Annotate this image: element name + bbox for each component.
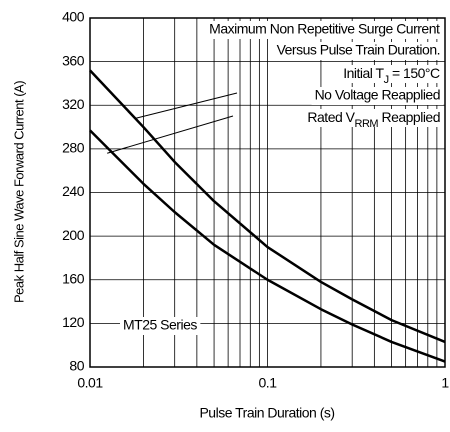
y-tick-label: 320 [62, 96, 85, 112]
y-tick-label: 120 [62, 314, 85, 330]
annotation-subscript: RRM [355, 118, 379, 130]
annotation: Rated VRRM Reapplied [307, 109, 440, 130]
y-tick-label: 360 [62, 52, 85, 68]
plot-frame [89, 17, 446, 368]
x-tick-label: 0.1 [259, 375, 278, 391]
annotation: Versus Pulse Train Duration. [277, 42, 440, 58]
x-tick-label: 0.01 [77, 375, 103, 391]
annotation: Initial TJ = 150°C [343, 65, 440, 86]
annotation: No Voltage Reapplied [315, 87, 440, 103]
annotation-background [273, 42, 443, 60]
annotation-part: Initial T [343, 65, 384, 81]
y-tick-label: 200 [62, 227, 85, 243]
annotation: Maximum Non Repetitive Surge Current [209, 21, 440, 37]
y-tick-label: 80 [69, 358, 84, 374]
annotation-part: = 150°C [389, 65, 440, 81]
y-tick-label: 280 [62, 140, 85, 156]
y-axis-label: Peak Half Sine Wave Forward Current (A) [11, 81, 26, 303]
y-tick-label: 160 [62, 270, 85, 286]
annotation-background [120, 317, 201, 335]
leader-line [135, 92, 238, 119]
data-line [89, 69, 446, 344]
y-tick-label: 240 [62, 183, 85, 199]
data-line [89, 129, 446, 363]
annotation: MT25 Series [123, 317, 197, 333]
annotation-part: Rated V [307, 109, 355, 125]
leader-line [107, 115, 234, 154]
annotation-background [340, 65, 443, 83]
annotation-subscript: J [384, 74, 389, 86]
x-tick-label: 1 [441, 375, 449, 391]
annotation-background [206, 21, 443, 39]
x-axis-label: Pulse Train Duration (s) [199, 405, 334, 421]
y-tick-label: 400 [62, 9, 85, 25]
annotation-background [311, 87, 443, 105]
annotation-background [304, 109, 443, 127]
annotation-part: Reapplied [378, 109, 440, 125]
